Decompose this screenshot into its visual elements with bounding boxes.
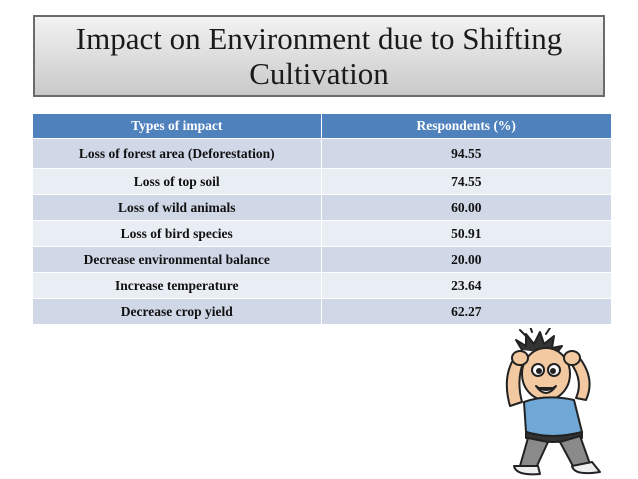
table-row: Loss of top soil 74.55 [33, 168, 611, 195]
table-row: Decrease crop yield 62.27 [33, 298, 611, 324]
table-row: Increase temperature 23.64 [33, 272, 611, 299]
impact-cell: Loss of forest area (Deforestation) [33, 138, 321, 169]
respondents-cell: 94.55 [320, 138, 611, 169]
respondents-cell: 62.27 [320, 298, 611, 324]
impact-cell: Loss of wild animals [33, 194, 321, 221]
impact-table: Types of impact Respondents (%) Loss of … [33, 114, 611, 324]
table-row: Loss of bird species 50.91 [33, 220, 611, 247]
slide-title: Impact on Environment due to Shifting Cu… [33, 15, 605, 97]
stressed-man-cartoon-icon [505, 328, 601, 476]
respondents-cell: 74.55 [320, 168, 611, 195]
impact-cell: Loss of top soil [33, 168, 321, 195]
impact-cell: Decrease environmental balance [33, 246, 321, 273]
respondents-cell: 23.64 [320, 272, 611, 299]
header-respondents: Respondents (%) [320, 114, 611, 139]
impact-cell: Loss of bird species [33, 220, 321, 247]
header-types-of-impact: Types of impact [33, 114, 321, 139]
slide-title-line-1: Impact on Environment due to Shifting [75, 21, 563, 56]
respondents-cell: 60.00 [320, 194, 611, 221]
table-header-row: Types of impact Respondents (%) [33, 114, 611, 139]
respondents-cell: 50.91 [320, 220, 611, 247]
impact-cell: Decrease crop yield [33, 298, 321, 324]
table-row: Loss of wild animals 60.00 [33, 194, 611, 221]
respondents-cell: 20.00 [320, 246, 611, 273]
table-row: Decrease environmental balance 20.00 [33, 246, 611, 273]
table-row: Loss of forest area (Deforestation) 94.5… [33, 138, 611, 169]
slide-title-line-2: Cultivation [249, 56, 389, 91]
impact-cell: Increase temperature [33, 272, 321, 299]
